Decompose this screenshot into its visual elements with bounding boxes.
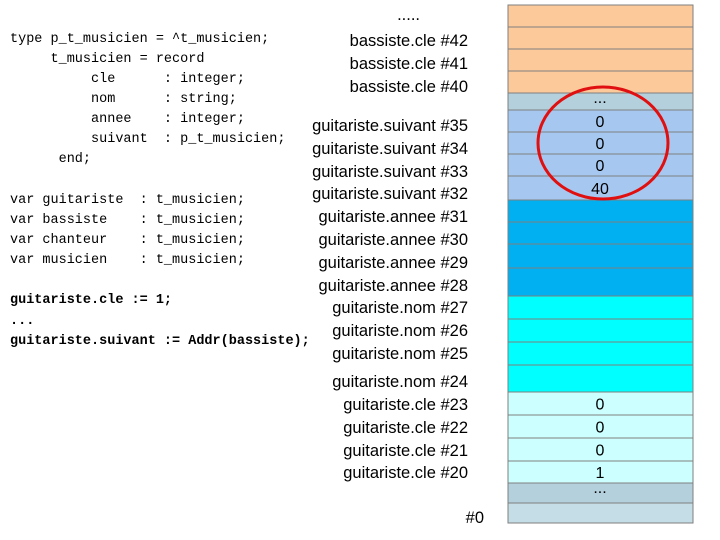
code-line: guitariste.cle := 1;: [10, 293, 172, 308]
code-line: var bassiste : t_musicien;: [10, 213, 245, 228]
address-label: guitariste.cle #22: [343, 419, 468, 437]
code-line: nom : string;: [10, 92, 237, 107]
labels: type p_t_musicien = ^t_musicien; t_music…: [10, 6, 609, 527]
address-label: guitariste.annee #31: [318, 208, 468, 226]
address-label: guitariste.cle #20: [343, 464, 468, 482]
address-label: guitariste.annee #30: [318, 231, 468, 249]
memory-cell: [507, 26, 694, 50]
cell-value: 0: [596, 114, 605, 131]
address-label: guitariste.nom #27: [332, 299, 468, 317]
memory-cell: [507, 48, 694, 72]
memory-cell: [507, 295, 694, 320]
code-line: end;: [10, 152, 91, 167]
ellipsis: ...: [593, 480, 606, 497]
cell-value: 0: [596, 158, 605, 175]
address-label: guitariste.nom #24: [332, 373, 468, 391]
highlight-ellipse: [536, 85, 670, 201]
address-label: guitariste.annee #28: [318, 277, 468, 295]
cell-value: 0: [596, 420, 605, 437]
memory-cell: [507, 502, 694, 524]
memory-cell: [507, 267, 694, 297]
cell-value: 0: [596, 443, 605, 460]
address-label: guitariste.cle #21: [343, 442, 468, 460]
code-line: ...: [10, 314, 34, 329]
cell-value: 1: [596, 465, 605, 482]
address-label: #0: [466, 509, 484, 527]
address-label: guitariste.suivant #34: [312, 140, 468, 158]
memory-cell: [507, 199, 694, 223]
address-label: bassiste.cle #41: [350, 55, 468, 73]
code-line: var musicien : t_musicien;: [10, 253, 245, 268]
address-label: guitariste.nom #26: [332, 322, 468, 340]
address-label: bassiste.cle #40: [350, 78, 468, 96]
cell-value: 40: [591, 181, 609, 198]
address-label: guitariste.cle #23: [343, 396, 468, 414]
address-label: guitariste.suivant #35: [312, 117, 468, 135]
memory-cell: [507, 4, 694, 28]
address-label: bassiste.cle #42: [350, 32, 468, 50]
memory-cell: [507, 243, 694, 269]
memory-cell: [507, 221, 694, 245]
memory-cell: [507, 175, 694, 201]
code-line: suivant : p_t_musicien;: [10, 132, 285, 147]
code-line: var chanteur : t_musicien;: [10, 233, 245, 248]
code-line: var guitariste : t_musicien;: [10, 193, 245, 208]
code-line: cle : integer;: [10, 72, 245, 87]
code-line: t_musicien = record: [10, 52, 204, 67]
memory-cell: [507, 341, 694, 366]
memory-cell: [507, 318, 694, 343]
cell-value: 0: [596, 397, 605, 414]
cell-value: 0: [596, 136, 605, 153]
memory-column: [507, 4, 694, 524]
code-line: type p_t_musicien = ^t_musicien;: [10, 32, 269, 47]
address-label: guitariste.suivant #33: [312, 163, 468, 181]
code-line: guitariste.suivant := Addr(bassiste);: [10, 334, 310, 349]
address-label: guitariste.nom #25: [332, 345, 468, 363]
memory-cell: [507, 364, 694, 393]
address-label: guitariste.annee #29: [318, 254, 468, 272]
code-line: annee : integer;: [10, 112, 245, 127]
address-label: guitariste.suivant #32: [312, 185, 468, 203]
ellipsis: ...: [593, 90, 606, 107]
ellipsis: .....: [397, 6, 420, 24]
